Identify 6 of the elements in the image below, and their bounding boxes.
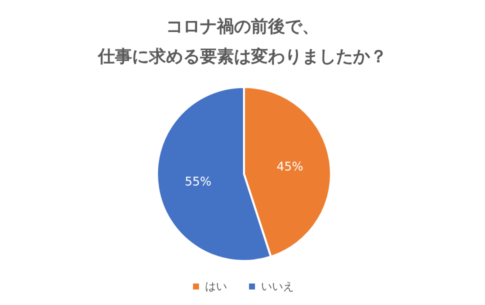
data-label: 45% — [276, 160, 304, 174]
legend-label: いいえ — [261, 280, 294, 293]
data-label: 55% — [184, 174, 212, 188]
chart-title: コロナ禍の前後で、 — [166, 17, 319, 37]
legend-label: はい — [205, 280, 227, 293]
chart-subtitle: 仕事に求める要素は変わりましたか？ — [97, 47, 387, 67]
